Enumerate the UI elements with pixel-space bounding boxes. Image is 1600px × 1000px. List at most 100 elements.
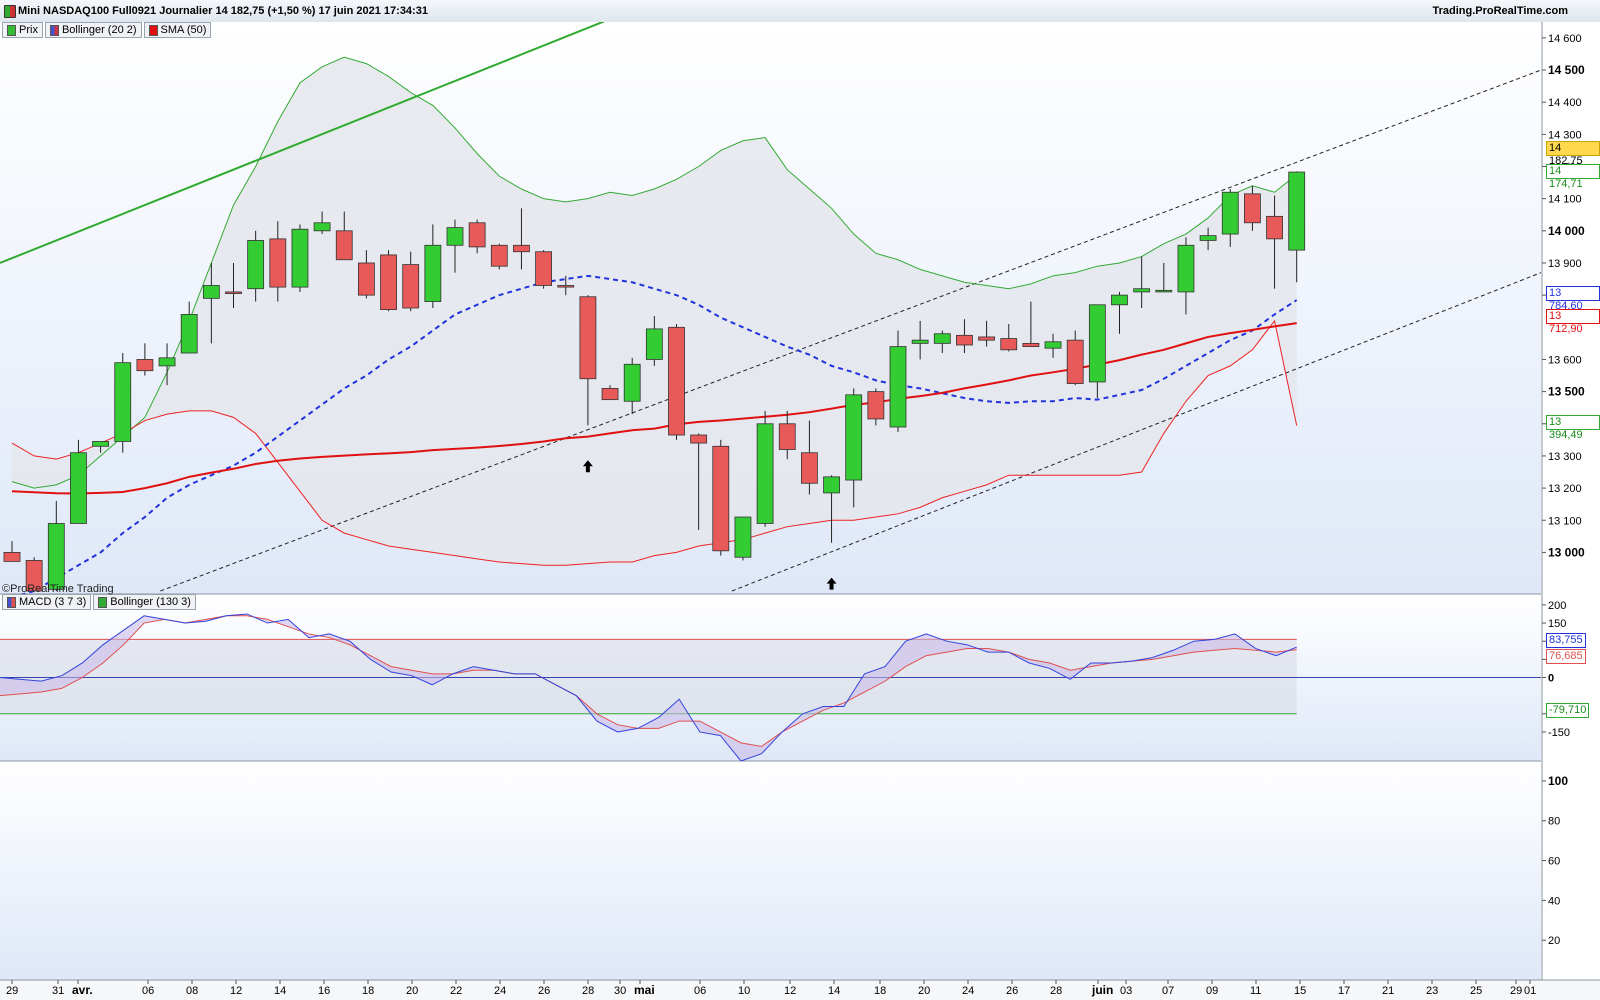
x-tick-label: mai [634,983,655,997]
candle-body [1199,235,1217,241]
candle [645,316,663,366]
candle-body [668,326,685,436]
candle-body [446,227,464,246]
site-name[interactable]: Trading.ProRealTime.com [1432,5,1568,17]
candle-body [1088,304,1106,383]
candle [158,343,176,386]
legend-item-sma[interactable]: SMA (50) [143,22,212,38]
candle [1177,237,1195,315]
legend-label: MACD (3 7 3) [19,596,87,608]
candle-body [1221,191,1239,235]
x-tick-label: 03 [1120,985,1132,997]
chart-title: Mini NASDAQ100 Full0921 Journalier 14 18… [18,5,428,17]
candle-body [357,262,375,296]
y-tick-label: -150 [1548,727,1570,739]
candle [468,219,486,254]
y-tick-label: 40 [1548,895,1560,907]
candle-body [291,228,309,288]
candle-body [225,291,242,294]
candle [513,208,530,270]
candle-body [756,423,774,524]
signal-line [0,615,1297,748]
candle-body [335,230,353,261]
candle [867,388,885,426]
candle [889,330,907,432]
candle-body [978,336,995,341]
price-legend: Prix Bollinger (20 2) SMA (50) [2,22,212,38]
candle-body [3,552,21,562]
macd-swatch-icon [7,596,16,608]
legend-item-bollinger-130[interactable]: Bollinger (130 3) [93,594,196,610]
price-swatch-icon [7,24,16,36]
x-tick-label: 31 [52,985,64,997]
candle [70,439,87,524]
x-tick-label: 12 [784,985,796,997]
x-tick-label: avr. [72,983,93,997]
candle [291,224,309,292]
candle-body [623,363,641,402]
candle [1088,304,1106,399]
y-tick-label: 14 000 [1548,224,1585,238]
candle [25,557,43,592]
candle [269,221,287,302]
candle [911,320,929,360]
y-tick-label: 14 100 [1548,194,1582,206]
candle-body [956,334,973,346]
candle-body [92,441,109,447]
candle-body [734,516,752,558]
bollinger-upper-line [11,56,1298,489]
x-tick-label: 10 [738,985,750,997]
candle [1044,333,1062,358]
x-tick-label: 15 [1294,985,1306,997]
candle-body [513,244,530,253]
candle [313,211,331,235]
x-tick-label: 08 [186,985,198,997]
legend-item-bollinger[interactable]: Bollinger (20 2) [44,22,142,38]
candle [801,420,818,495]
x-tick-label: 18 [362,985,374,997]
candle [1199,227,1217,251]
candle-body [1022,342,1040,347]
candle-body [1266,215,1283,240]
candle-body [601,387,619,401]
bollinger-lower-line [11,319,1298,566]
legend-label: Bollinger (130 3) [110,596,191,608]
x-tick-label: 26 [538,985,550,997]
y-tick-label: 60 [1548,856,1560,868]
legend-item-price[interactable]: Prix [2,22,43,38]
x-tick-label: 22 [450,985,462,997]
macd-line [0,613,1297,761]
x-tick-label: 20 [918,985,930,997]
signal-tag: 76,685 [1546,649,1586,664]
x-tick-label: 18 [874,985,886,997]
candle-body [801,452,818,484]
candle-body [1177,244,1195,293]
candle [1266,195,1283,289]
y-tick-label: 13 900 [1548,258,1582,270]
x-tick-label: 07 [1162,985,1174,997]
trend-channel-lower [731,272,1541,592]
y-tick-label: 80 [1548,816,1560,828]
candle [623,357,641,415]
candle [557,275,575,296]
bollinger-swatch-icon [49,24,59,36]
candle [668,324,685,440]
candle-body [114,362,132,442]
y-tick-label: 20 [1548,935,1560,947]
candle-body [823,476,840,494]
macd-band-low-tag: -79,710 [1546,703,1590,718]
candle [712,439,730,556]
y-tick-label: 150 [1548,618,1566,630]
up-arrow-icon [582,460,593,473]
candle-body [1044,341,1062,349]
legend-item-macd[interactable]: MACD (3 7 3) [2,594,92,610]
candle-body [1066,339,1084,384]
candle-body [535,251,552,286]
x-tick-label: 24 [962,985,974,997]
y-tick-label: 0 [1548,673,1554,685]
candle-body [778,423,796,450]
macd-legend: MACD (3 7 3) Bollinger (130 3) [2,594,196,610]
x-tick-label: 14 [828,985,840,997]
bb-upper-tag: 14 174,71 [1546,164,1600,190]
